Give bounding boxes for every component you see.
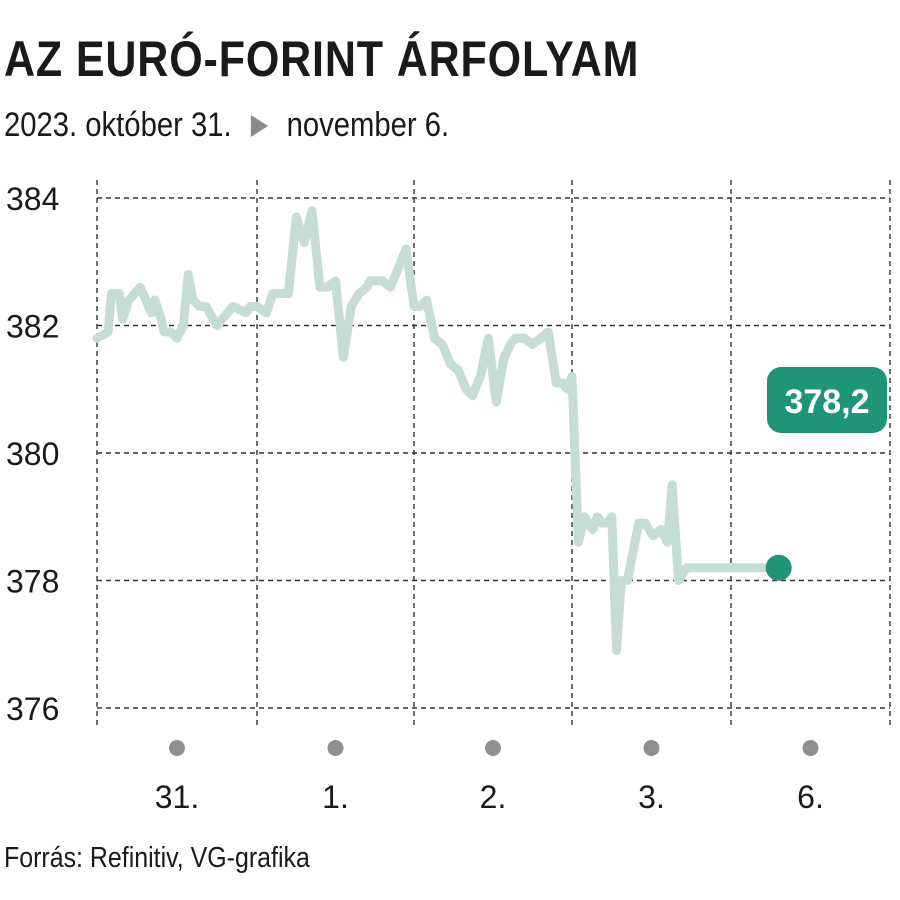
x-axis: 31. 1. 2. 3. 6. [155,740,824,815]
grid-lines [96,180,891,728]
y-tick-label: 382 [6,309,59,345]
series-line-eur-huf [92,206,784,656]
chart-subtitle: 2023. október 31. november 6. [4,106,449,145]
play-arrow-icon [250,114,268,137]
y-axis: 384 382 380 378 376 [6,181,59,727]
date-to: november 6. [286,106,450,144]
last-value-badge-bg [767,367,887,433]
x-tick-label: 2. [480,779,507,815]
x-tick-label: 6. [797,779,824,815]
source-note: Forrás: Refinitiv, VG-grafika [4,842,310,874]
x-tick-label: 31. [155,779,199,815]
y-tick-label: 378 [6,564,59,600]
y-tick-label: 384 [6,181,59,217]
x-tick-label: 3. [638,779,665,815]
last-value-badge: 378,2 [767,367,887,433]
date-from: 2023. október 31. [4,106,232,144]
x-tick-label: 1. [322,779,349,815]
last-value-dot [765,554,792,581]
day-marker-dot [327,740,344,756]
y-tick-label: 380 [6,436,59,472]
day-marker-dot [168,740,185,756]
last-value-label: 378,2 [784,383,869,421]
day-marker-dot [484,740,501,756]
day-marker-dot [802,740,819,756]
y-tick-label: 376 [6,691,59,727]
chart-title: AZ EURÓ-FORINT ÁRFOLYAM [4,31,640,87]
day-marker-dot [643,740,660,756]
